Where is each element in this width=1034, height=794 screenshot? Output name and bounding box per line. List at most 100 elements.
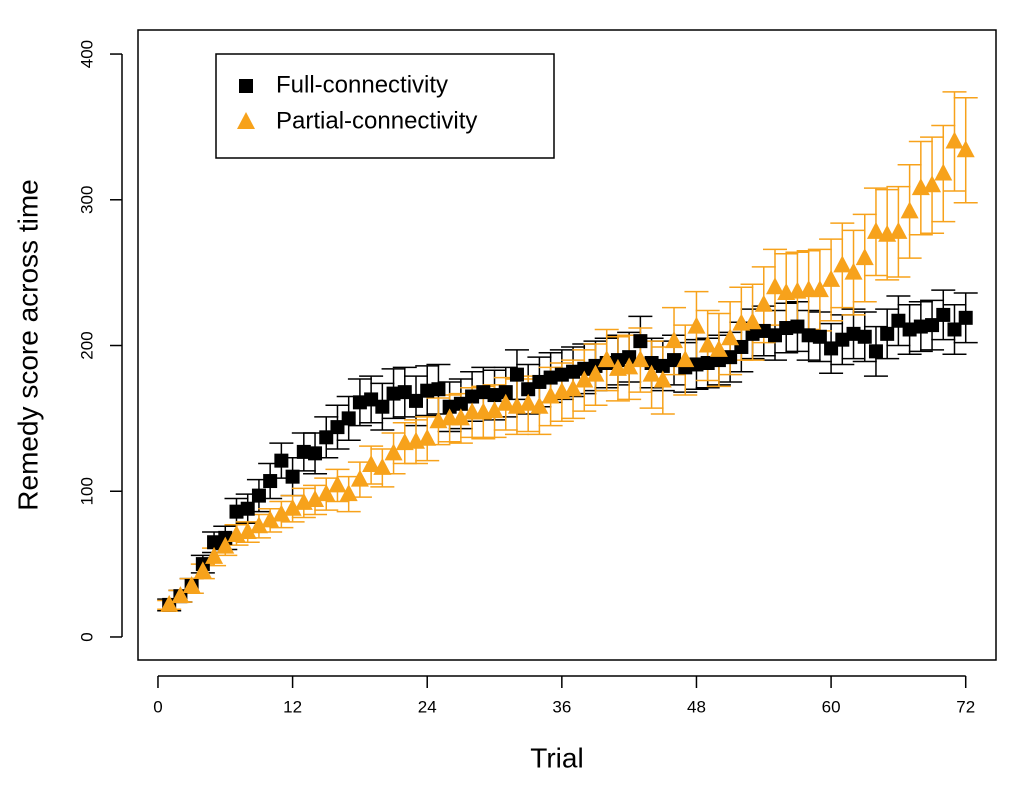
x-tick-label: 72	[956, 697, 975, 716]
data-point	[866, 221, 885, 239]
data-point	[577, 361, 592, 376]
data-point	[676, 350, 695, 368]
data-point	[487, 388, 502, 403]
data-point	[249, 516, 268, 534]
data-point	[564, 379, 583, 397]
data-point	[653, 370, 672, 388]
data-point	[597, 350, 616, 368]
data-point	[384, 443, 403, 461]
legend-label: Full-connectivity	[276, 71, 448, 98]
data-point	[554, 367, 569, 382]
data-point	[700, 355, 715, 370]
data-point	[362, 455, 381, 473]
data-point	[801, 328, 816, 343]
data-point	[835, 332, 850, 347]
data-point	[868, 344, 883, 359]
data-point	[667, 353, 682, 368]
data-point	[721, 328, 740, 346]
data-point	[846, 326, 861, 341]
data-point	[633, 334, 648, 349]
data-point	[665, 331, 684, 349]
data-point	[956, 140, 975, 158]
data-point	[855, 248, 874, 266]
data-point	[519, 393, 538, 411]
data-point	[822, 269, 841, 287]
data-point	[420, 383, 435, 398]
data-point	[543, 370, 558, 385]
data-point	[723, 350, 738, 365]
data-point	[496, 393, 515, 411]
data-point	[240, 501, 255, 516]
data-point	[160, 594, 179, 612]
data-point	[936, 307, 951, 322]
data-point	[498, 385, 513, 400]
plot-frame	[137, 29, 997, 661]
data-point	[182, 575, 201, 593]
data-point	[844, 262, 863, 280]
data-point	[687, 316, 706, 334]
data-point	[947, 322, 962, 337]
data-point	[790, 319, 805, 334]
data-point	[373, 457, 392, 475]
data-point	[272, 504, 291, 522]
data-point	[913, 319, 928, 334]
data-point	[205, 546, 224, 564]
data-point	[308, 446, 323, 461]
data-point	[622, 350, 637, 365]
y-tick-label: 400	[77, 40, 96, 68]
data-point	[418, 428, 437, 446]
data-point	[812, 329, 827, 344]
data-point	[171, 586, 190, 604]
data-point	[620, 357, 639, 375]
data-point	[655, 358, 670, 373]
legend-marker	[239, 79, 253, 93]
data-point	[330, 420, 345, 435]
data-point	[285, 469, 300, 484]
data-point	[857, 329, 872, 344]
data-point	[352, 395, 367, 410]
data-point	[902, 322, 917, 337]
data-point	[476, 385, 491, 400]
data-point	[408, 393, 423, 408]
data-point	[934, 163, 953, 181]
data-point	[364, 392, 379, 407]
data-point	[251, 488, 266, 503]
data-point	[642, 364, 661, 382]
data-point	[779, 321, 794, 336]
x-tick-label: 60	[822, 697, 841, 716]
data-point	[880, 326, 895, 341]
data-point	[521, 382, 536, 397]
data-point	[765, 277, 784, 295]
x-tick-label: 12	[283, 697, 302, 716]
data-point	[709, 339, 728, 357]
data-point	[453, 396, 468, 411]
data-point	[566, 364, 581, 379]
data-point	[193, 561, 212, 579]
data-point	[451, 408, 470, 426]
data-point	[689, 357, 704, 372]
data-point	[824, 341, 839, 356]
data-point	[810, 280, 829, 298]
data-point	[889, 221, 908, 239]
data-point	[767, 328, 782, 343]
legend-box	[215, 53, 555, 159]
data-point	[575, 370, 594, 388]
data-point	[306, 489, 325, 507]
data-point	[509, 367, 524, 382]
x-tick-label: 48	[687, 697, 706, 716]
data-point	[586, 364, 605, 382]
legend-marker	[237, 112, 255, 129]
data-point	[350, 469, 369, 487]
y-tick-label: 200	[77, 331, 96, 359]
x-tick-label: 24	[418, 697, 437, 716]
data-point	[216, 536, 235, 554]
data-point	[339, 484, 358, 502]
x-axis-label: Trial	[530, 742, 583, 773]
data-point	[317, 484, 336, 502]
data-point	[958, 310, 973, 325]
data-point	[945, 131, 964, 149]
data-point	[530, 396, 549, 414]
data-point	[319, 430, 334, 445]
data-point	[328, 475, 347, 493]
